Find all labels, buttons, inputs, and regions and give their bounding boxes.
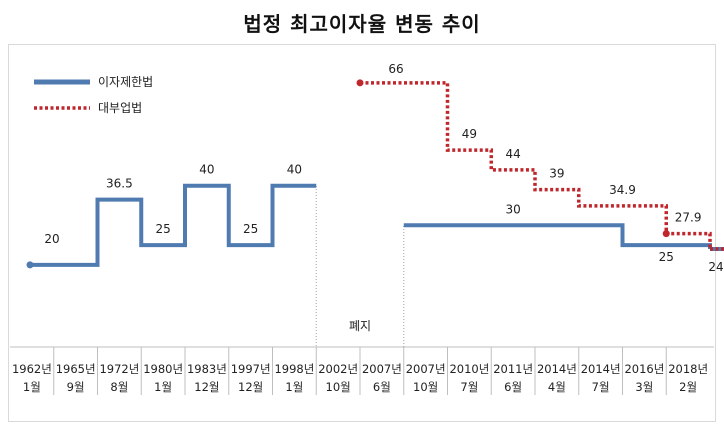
x-tick-label: 12월: [194, 380, 219, 394]
data-label: 66: [388, 62, 403, 76]
x-tick-label: 2002년: [318, 362, 358, 376]
x-tick-label: 8월: [110, 380, 128, 394]
x-tick-label: 9월: [67, 380, 85, 394]
series-marker: [356, 79, 364, 87]
data-label: 25: [155, 222, 170, 236]
plot-frame: [8, 44, 716, 422]
x-tick-label: 7월: [592, 380, 610, 394]
data-label: 20: [44, 232, 59, 246]
x-tick-label: 2007년: [406, 362, 446, 376]
data-label: 49: [462, 127, 477, 141]
x-tick-label: 1월: [154, 380, 172, 394]
x-tick-label: 4월: [548, 380, 566, 394]
x-tick-label: 1월: [23, 380, 41, 394]
data-label: 25: [243, 222, 258, 236]
data-label: 34.9: [609, 183, 636, 197]
x-tick-label: 2010년: [449, 362, 489, 376]
data-label: 30: [505, 202, 520, 216]
x-tick-label: 6월: [504, 380, 522, 394]
x-tick-label: 2007년: [362, 362, 402, 376]
x-tick-label: 2016년: [624, 362, 664, 376]
data-label: 27.9: [675, 211, 702, 225]
x-tick-label: 2018년: [668, 362, 708, 376]
chart-title: 법정 최고이자율 변동 추이: [243, 12, 481, 36]
legend-label: 이자제한법: [98, 75, 153, 89]
x-tick-label: 2014년: [581, 362, 621, 376]
data-label: 25: [659, 250, 674, 264]
data-label: 36.5: [106, 177, 133, 191]
x-tick-label: 1998년: [274, 362, 314, 376]
data-label: 24: [708, 260, 723, 274]
legend-label: 대부업법: [98, 101, 142, 115]
x-tick-label: 7월: [460, 380, 478, 394]
x-tick-label: 3월: [635, 380, 653, 394]
x-tick-label: 12월: [238, 380, 263, 394]
series-marker: [26, 261, 34, 269]
x-tick-label: 6월: [373, 380, 391, 394]
x-tick-label: 10월: [326, 380, 351, 394]
data-label: 40: [199, 163, 214, 177]
data-label: 39: [549, 167, 564, 181]
data-label: 40: [287, 163, 302, 177]
x-tick-label: 2014년: [537, 362, 577, 376]
x-tick-label: 1972년: [99, 362, 139, 376]
x-tick-label: 2011년: [493, 362, 533, 376]
series-marker: [662, 230, 670, 238]
x-tick-label: 1965년: [56, 362, 96, 376]
series-line-interest-limit-act: [30, 183, 712, 267]
x-tick-label: 10월: [413, 380, 438, 394]
x-tick-label: 1997년: [231, 362, 271, 376]
x-tick-label: 1월: [285, 380, 303, 394]
x-tick-label: 1980년: [143, 362, 183, 376]
annotation-label: 폐지: [349, 319, 371, 333]
x-tick-label: 1983년: [187, 362, 227, 376]
x-tick-label: 1962년: [12, 362, 52, 376]
x-tick-label: 2월: [679, 380, 697, 394]
data-label: 44: [505, 147, 520, 161]
